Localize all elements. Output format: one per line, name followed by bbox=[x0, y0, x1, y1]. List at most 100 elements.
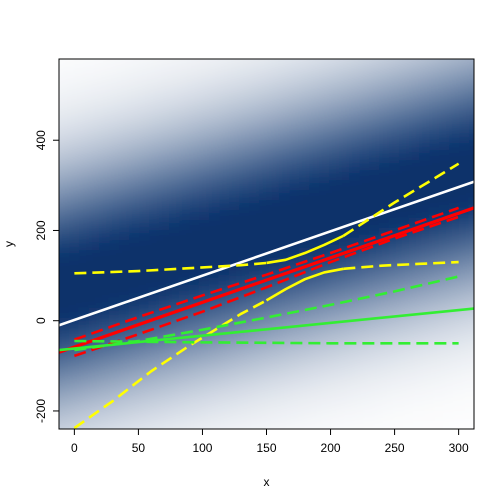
density-cell bbox=[379, 269, 390, 280]
density-cell bbox=[109, 119, 120, 130]
density-cell bbox=[439, 119, 450, 130]
density-cell bbox=[279, 279, 290, 290]
density-cell bbox=[369, 69, 380, 80]
density-cell bbox=[369, 349, 380, 360]
density-cell bbox=[399, 219, 410, 230]
density-cell bbox=[239, 399, 250, 410]
density-cell bbox=[129, 339, 140, 350]
density-cell bbox=[39, 99, 50, 110]
density-cell bbox=[409, 249, 420, 260]
density-cell bbox=[229, 289, 240, 300]
density-cell bbox=[109, 59, 120, 70]
density-cell bbox=[239, 149, 250, 160]
density-cell bbox=[339, 119, 350, 130]
density-cell bbox=[389, 129, 400, 140]
density-cell bbox=[239, 249, 250, 260]
density-cell bbox=[189, 109, 200, 120]
density-cell bbox=[329, 59, 340, 60]
density-cell bbox=[329, 99, 340, 110]
density-cell bbox=[79, 69, 90, 80]
density-cell bbox=[419, 139, 430, 150]
density-cell bbox=[359, 119, 370, 130]
density-cell bbox=[249, 409, 260, 420]
density-cell bbox=[149, 59, 160, 70]
density-cell bbox=[189, 369, 200, 380]
density-cell bbox=[59, 129, 60, 140]
density-cell bbox=[99, 159, 110, 170]
density-cell bbox=[449, 139, 460, 150]
density-cell bbox=[429, 309, 440, 320]
density-cell bbox=[249, 199, 260, 210]
density-cell bbox=[429, 69, 440, 80]
density-cell bbox=[359, 59, 370, 60]
density-cell bbox=[79, 419, 90, 429]
density-cell bbox=[89, 229, 100, 240]
density-cell bbox=[459, 429, 470, 440]
density-cell bbox=[69, 389, 80, 400]
density-cell bbox=[459, 109, 470, 120]
density-cell bbox=[349, 279, 360, 290]
density-cell bbox=[159, 39, 170, 50]
density-cell bbox=[119, 239, 130, 250]
density-cell bbox=[399, 159, 410, 170]
density-cell bbox=[469, 159, 474, 170]
density-cell bbox=[339, 59, 350, 60]
density-cell bbox=[479, 209, 490, 220]
density-cell bbox=[209, 169, 220, 180]
density-cell bbox=[239, 319, 250, 330]
density-cell bbox=[329, 409, 340, 420]
density-cell bbox=[219, 389, 230, 400]
density-cell bbox=[139, 269, 150, 280]
density-cell bbox=[79, 399, 90, 410]
density-cell bbox=[419, 279, 430, 290]
density-cell bbox=[489, 379, 500, 390]
density-cell bbox=[249, 179, 260, 190]
density-cell bbox=[79, 89, 90, 100]
density-cell bbox=[79, 149, 90, 160]
density-cell bbox=[279, 109, 290, 120]
density-cell bbox=[379, 69, 390, 80]
density-cell bbox=[309, 389, 320, 400]
density-cell bbox=[99, 169, 110, 180]
density-cell bbox=[219, 69, 230, 80]
density-cell bbox=[339, 309, 350, 320]
density-cell bbox=[89, 89, 100, 100]
density-cell bbox=[449, 369, 460, 380]
density-cell bbox=[79, 299, 90, 310]
density-cell bbox=[399, 239, 410, 250]
density-cell bbox=[99, 309, 110, 320]
density-cell bbox=[449, 39, 460, 50]
density-cell bbox=[449, 99, 460, 110]
density-cell bbox=[469, 129, 474, 140]
density-cell bbox=[339, 429, 350, 440]
density-cell bbox=[99, 89, 110, 100]
density-cell bbox=[189, 339, 200, 350]
density-cell bbox=[59, 309, 60, 320]
density-cell bbox=[99, 409, 110, 420]
density-cell bbox=[479, 379, 490, 390]
density-cell bbox=[39, 119, 50, 130]
density-cell bbox=[379, 59, 390, 60]
density-cell bbox=[259, 189, 270, 200]
density-cell bbox=[139, 69, 150, 80]
density-cell bbox=[109, 309, 120, 320]
density-cell bbox=[159, 299, 170, 310]
density-cell bbox=[479, 169, 490, 180]
density-cell bbox=[439, 259, 450, 270]
density-cell bbox=[329, 179, 340, 190]
density-cell bbox=[299, 209, 310, 220]
density-cell bbox=[229, 39, 240, 50]
density-cell bbox=[149, 419, 160, 429]
density-cell bbox=[249, 239, 260, 250]
density-cell bbox=[129, 39, 140, 50]
density-cell bbox=[299, 259, 310, 270]
density-cell bbox=[149, 339, 160, 350]
series-line-yellow-lower bbox=[343, 260, 459, 271]
density-cell bbox=[359, 69, 370, 80]
density-cell bbox=[289, 119, 300, 130]
density-cell bbox=[189, 319, 200, 330]
density-cell bbox=[459, 159, 470, 170]
density-cell bbox=[239, 239, 250, 250]
density-cell bbox=[399, 89, 410, 100]
density-cell bbox=[299, 79, 310, 90]
